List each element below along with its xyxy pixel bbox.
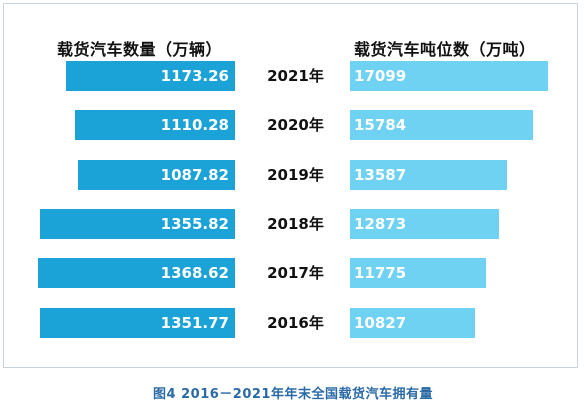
bar-truck-tonnage-3: 12873 — [350, 209, 499, 239]
bar-truck-count-label: 1368.62 — [160, 264, 229, 282]
bar-truck-count-1: 1110.28 — [75, 110, 235, 140]
bar-truck-tonnage-0: 17099 — [350, 61, 548, 91]
bar-truck-count-5: 1351.77 — [40, 308, 235, 338]
bar-truck-tonnage-label: 10827 — [354, 314, 407, 332]
bar-truck-tonnage-4: 11775 — [350, 258, 486, 288]
bar-truck-count-label: 1173.26 — [160, 67, 229, 85]
year-label: 2018年 — [267, 215, 324, 233]
bar-truck-tonnage-label: 13587 — [354, 166, 407, 184]
bar-truck-count-label: 1110.28 — [160, 116, 229, 134]
bar-truck-count-0: 1173.26 — [66, 61, 235, 91]
bar-truck-tonnage-label: 17099 — [354, 67, 407, 85]
year-label: 2016年 — [267, 314, 324, 332]
right-series-heading: 载货汽车吨位数（万吨） — [354, 40, 536, 59]
year-label: 2019年 — [267, 166, 324, 184]
bar-truck-tonnage-5: 10827 — [350, 308, 475, 338]
bar-truck-tonnage-label: 15784 — [354, 116, 407, 134]
chart-frame: 载货汽车数量（万辆） 载货汽车吨位数（万吨） 1173.26 2021年 17099… — [3, 3, 578, 368]
bar-truck-tonnage-1: 15784 — [350, 110, 533, 140]
bar-truck-tonnage-label: 11775 — [354, 264, 407, 282]
year-label: 2017年 — [267, 264, 324, 282]
bar-truck-count-label: 1087.82 — [160, 166, 229, 184]
bar-truck-count-label: 1351.77 — [160, 314, 229, 332]
year-label: 2021年 — [267, 67, 324, 85]
bar-truck-tonnage-2: 13587 — [350, 160, 507, 190]
figure-caption: 图4 2016－2021年年末全国载货汽车拥有量 — [153, 387, 433, 402]
bar-truck-count-2: 1087.82 — [78, 160, 235, 190]
bar-truck-count-3: 1355.82 — [40, 209, 235, 239]
bar-truck-count-4: 1368.62 — [38, 258, 235, 288]
year-label: 2020年 — [267, 116, 324, 134]
left-series-heading: 载货汽车数量（万辆） — [56, 40, 222, 59]
bar-truck-count-label: 1355.82 — [160, 215, 229, 233]
bar-truck-tonnage-label: 12873 — [354, 215, 407, 233]
